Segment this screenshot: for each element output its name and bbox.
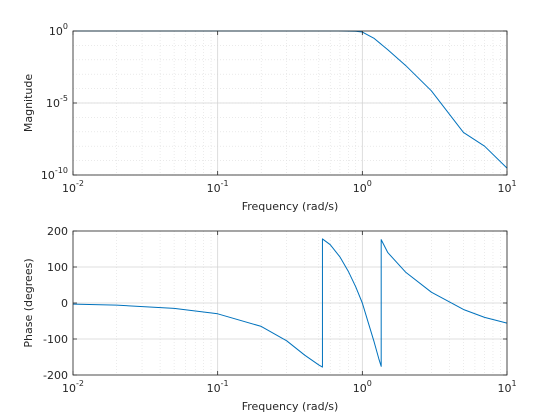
y-tick-label: 0 bbox=[61, 297, 68, 310]
y-tick-label: 10-10 bbox=[41, 166, 68, 182]
x-tick-label: 100 bbox=[353, 379, 372, 395]
series-line-1 bbox=[72, 238, 508, 368]
y-tick-label: -200 bbox=[43, 369, 68, 382]
x-tick-label: 10-1 bbox=[207, 379, 229, 395]
x-tick-label: 10-2 bbox=[62, 379, 84, 395]
y-tick-label: 10-5 bbox=[46, 94, 68, 110]
x-tick-label: 10-1 bbox=[207, 179, 229, 195]
x-tick-label: 10-2 bbox=[62, 179, 84, 195]
y-tick-label: 100 bbox=[47, 261, 68, 274]
chart-panel-1: 10-2 10-1 100 101 100 10-5 10-10 Frequency (rad… bbox=[22, 22, 517, 213]
x-tick-label: 100 bbox=[353, 179, 372, 195]
x-axis-label: Frequency (rad/s) bbox=[242, 200, 339, 213]
x-tick-label: 101 bbox=[497, 379, 516, 395]
y-tick-label: 100 bbox=[49, 22, 68, 38]
y-tick-label: -100 bbox=[43, 333, 68, 346]
y-tick-label: 200 bbox=[47, 225, 68, 238]
x-axis-label: Frequency (rad/s) bbox=[242, 400, 339, 413]
chart-panel-2: 10-2 10-1 100 101 200 100 0 -100 -200 Frequency (… bbox=[22, 225, 517, 413]
y-axis-label: Magnitude bbox=[22, 74, 35, 133]
y-axis-label: Phase (degrees) bbox=[22, 258, 35, 347]
x-tick-label: 101 bbox=[497, 179, 516, 195]
